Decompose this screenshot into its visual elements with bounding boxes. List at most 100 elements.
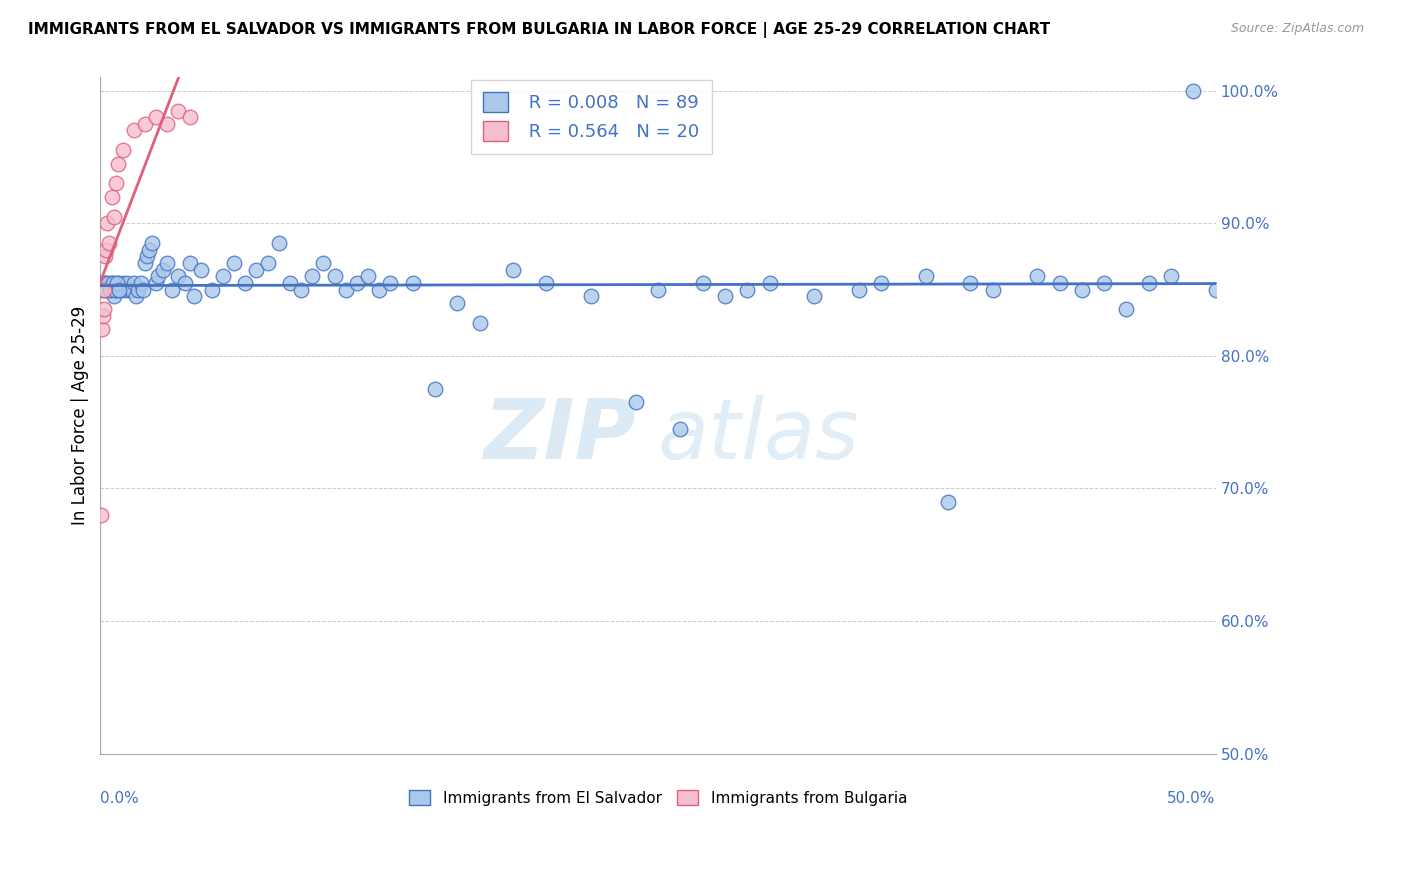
Point [118, 283, 141, 297]
Point [312, 256, 335, 270]
Point [914, 269, 936, 284]
Point [368, 283, 391, 297]
Text: IMMIGRANTS FROM EL SALVADOR VS IMMIGRANTS FROM BULGARIA IN LABOR FORCE | AGE 25-: IMMIGRANTS FROM EL SALVADOR VS IMMIGRANT… [28, 22, 1050, 38]
Point [167, 269, 190, 284]
Point [94, 243, 117, 257]
Point [152, 262, 174, 277]
Point [335, 283, 357, 297]
Point [156, 117, 179, 131]
Point [103, 210, 125, 224]
Point [179, 110, 201, 124]
Point [96, 283, 118, 297]
Point [114, 283, 136, 297]
Point [100, 190, 122, 204]
Point [156, 256, 179, 270]
Point [446, 295, 468, 310]
Point [94, 249, 117, 263]
Point [647, 283, 669, 297]
Point [104, 177, 127, 191]
Point [1070, 283, 1092, 297]
Point [111, 144, 134, 158]
Point [290, 283, 312, 297]
Point [121, 283, 143, 297]
Point [848, 283, 870, 297]
Legend: Immigrants from El Salvador, Immigrants from Bulgaria: Immigrants from El Salvador, Immigrants … [401, 782, 915, 814]
Point [98, 283, 121, 297]
Point [91, 322, 114, 336]
Point [107, 276, 129, 290]
Point [107, 156, 129, 170]
Point [301, 269, 323, 284]
Point [1160, 269, 1182, 284]
Point [160, 283, 183, 297]
Point [104, 283, 127, 297]
Point [735, 283, 758, 297]
Point [122, 276, 145, 290]
Point [127, 283, 149, 297]
Point [224, 256, 246, 270]
Point [346, 276, 368, 290]
Point [98, 236, 121, 251]
Point [148, 269, 170, 284]
Point [624, 395, 647, 409]
Point [267, 236, 290, 251]
Point [380, 276, 402, 290]
Point [401, 276, 423, 290]
Point [669, 422, 692, 436]
Point [803, 289, 825, 303]
Point [579, 289, 602, 303]
Point [179, 256, 201, 270]
Point [212, 269, 235, 284]
Point [138, 243, 160, 257]
Point [101, 276, 124, 290]
Point [110, 283, 132, 297]
Point [132, 283, 155, 297]
Point [959, 276, 981, 290]
Point [233, 276, 256, 290]
Text: 50.0%: 50.0% [1167, 790, 1216, 805]
Point [870, 276, 893, 290]
Point [108, 283, 131, 297]
Point [141, 236, 163, 251]
Text: Source: ZipAtlas.com: Source: ZipAtlas.com [1230, 22, 1364, 36]
Point [93, 276, 115, 290]
Point [536, 276, 558, 290]
Point [190, 262, 212, 277]
Point [125, 289, 148, 303]
Point [357, 269, 380, 284]
Point [94, 276, 117, 290]
Point [423, 382, 446, 396]
Point [136, 249, 159, 263]
Point [183, 289, 205, 303]
Point [201, 283, 224, 297]
Point [145, 110, 167, 124]
Point [323, 269, 346, 284]
Point [502, 262, 524, 277]
Point [90, 508, 112, 522]
Point [145, 276, 167, 290]
Point [103, 289, 125, 303]
Point [105, 276, 128, 290]
Point [93, 283, 115, 297]
Point [278, 276, 301, 290]
Point [245, 262, 267, 277]
Point [91, 309, 114, 323]
Point [256, 256, 278, 270]
Point [1205, 283, 1227, 297]
Point [1092, 276, 1115, 290]
Point [758, 276, 780, 290]
Point [91, 283, 114, 297]
Y-axis label: In Labor Force | Age 25-29: In Labor Force | Age 25-29 [72, 306, 89, 525]
Point [1049, 276, 1071, 290]
Text: ZIP: ZIP [484, 395, 636, 476]
Point [1182, 84, 1205, 98]
Point [981, 283, 1004, 297]
Point [100, 276, 122, 290]
Point [1026, 269, 1049, 284]
Point [111, 276, 134, 290]
Point [122, 123, 145, 137]
Point [468, 316, 491, 330]
Point [714, 289, 737, 303]
Point [115, 276, 138, 290]
Point [97, 276, 120, 290]
